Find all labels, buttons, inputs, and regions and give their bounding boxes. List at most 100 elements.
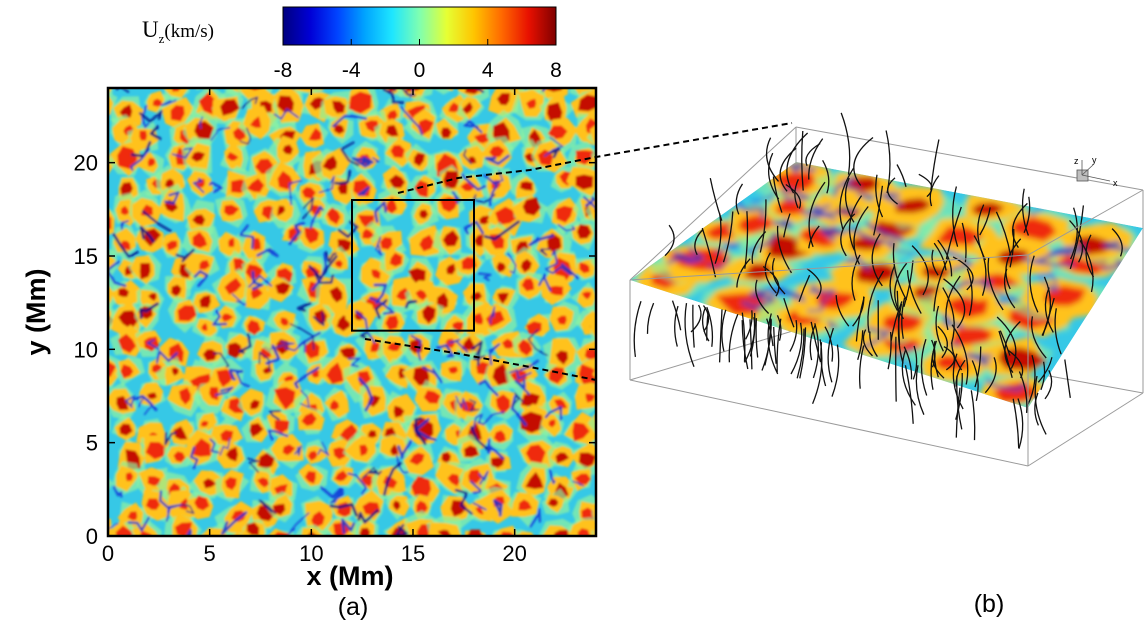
- streamline: [867, 270, 885, 333]
- streamline-below: [776, 315, 782, 341]
- streamline-below: [674, 305, 679, 347]
- streamline-below: [831, 344, 840, 397]
- streamline: [890, 301, 903, 341]
- panel-b-box-front: [629, 189, 1144, 467]
- streamline-below: [974, 346, 982, 388]
- streamline: [977, 204, 987, 261]
- streamline-below: [920, 338, 928, 396]
- streamline-below: [984, 357, 997, 394]
- streamline-below: [721, 309, 727, 352]
- streamline: [987, 257, 1004, 311]
- streamline: [848, 195, 863, 251]
- streamline-below: [1012, 398, 1020, 449]
- streamline: [765, 137, 779, 182]
- streamline-below: [706, 306, 714, 347]
- streamline: [999, 330, 1011, 356]
- streamline: [1069, 205, 1085, 270]
- streamline: [822, 159, 830, 194]
- streamline-below: [633, 300, 642, 357]
- streamline: [783, 213, 791, 238]
- streamline: [785, 183, 802, 209]
- colorbar-tick-label: -4: [342, 59, 361, 82]
- streamline: [1009, 228, 1015, 268]
- colorbar: Uz(km/s) -8 -4 0 4 8: [142, 6, 562, 82]
- x-tick-label: 15: [401, 541, 425, 566]
- streamline-below: [1017, 398, 1024, 449]
- streamline-below: [887, 331, 892, 370]
- colorbar-tick-label: 0: [414, 59, 426, 82]
- streamline: [805, 142, 821, 167]
- panel-a-label: (a): [338, 593, 369, 621]
- streamline-below: [811, 339, 823, 404]
- streamline: [896, 290, 901, 345]
- streamline: [931, 249, 939, 276]
- streamline-below: [728, 314, 739, 363]
- colorbar-title-unit: (km/s): [164, 21, 214, 42]
- streamline: [892, 243, 908, 301]
- streamline: [998, 330, 1013, 378]
- streamline: [911, 245, 929, 296]
- streamline: [1037, 357, 1053, 383]
- streamline: [901, 297, 906, 339]
- streamline: [973, 235, 987, 296]
- y-tick-label: 0: [86, 524, 98, 549]
- y-tick-label: 20: [74, 151, 98, 176]
- streamline: [918, 173, 933, 198]
- zoom-connectors: [364, 122, 793, 381]
- colorbar-ticks: -8 -4 0 4 8: [274, 39, 562, 82]
- streamline: [933, 257, 949, 312]
- streamline: [776, 225, 793, 274]
- streamline-below: [933, 341, 939, 378]
- streamline: [853, 136, 874, 186]
- streamline: [929, 175, 940, 207]
- panel-a-granulation-map: [108, 88, 596, 536]
- streamline: [952, 186, 959, 247]
- streamline: [1070, 207, 1078, 260]
- streamline-below: [755, 318, 759, 358]
- colorbar-tick-label: 4: [482, 59, 494, 82]
- streamline: [839, 167, 855, 230]
- streamline-below: [741, 320, 749, 370]
- streamline: [664, 224, 675, 257]
- streamline: [852, 296, 865, 327]
- panel-b-label: (b): [974, 590, 1005, 618]
- streamline-below: [824, 326, 834, 362]
- streamline: [945, 275, 961, 331]
- streamline: [764, 252, 777, 294]
- streamline-below: [869, 331, 878, 357]
- streamline-below: [692, 304, 695, 348]
- streamline-below: [767, 313, 779, 375]
- streamline: [844, 177, 855, 223]
- panel-a: 00 5 5 10 10 15 15 20 20 x (Mm) y (Mm) (a): [21, 86, 598, 621]
- streamline: [1054, 308, 1062, 355]
- streamline-below: [955, 372, 963, 420]
- streamline-below: [745, 310, 753, 340]
- connector-bottom: [364, 338, 597, 381]
- triad-y-label: y: [1092, 155, 1097, 165]
- colorbar-title: Uz(km/s): [142, 17, 214, 46]
- streamline-below: [857, 330, 864, 360]
- zoom-box: [351, 199, 475, 332]
- streamline: [875, 174, 884, 218]
- streamline-below: [904, 365, 914, 424]
- streamline: [1023, 196, 1031, 234]
- streamline: [943, 278, 966, 329]
- streamline-below: [1064, 359, 1071, 398]
- triad-z-label: z: [1074, 156, 1079, 166]
- streamline: [1085, 234, 1095, 278]
- streamline: [1069, 219, 1084, 263]
- panel-a-ticks: 00 5 5 10 10 15 15 20 20: [74, 88, 596, 566]
- streamline: [1004, 321, 1021, 373]
- streamline-below: [706, 311, 709, 341]
- streamline: [873, 185, 884, 236]
- panel-b-granulation-surface: [630, 162, 1143, 408]
- streamline-below: [789, 319, 798, 352]
- streamline: [933, 242, 947, 271]
- streamline-below: [1044, 370, 1053, 400]
- streamline-below: [930, 340, 938, 390]
- panel-a-frame: [106, 86, 598, 538]
- streamline: [966, 268, 973, 316]
- streamline: [896, 164, 907, 187]
- x-axis-label: x (Mm): [307, 561, 394, 591]
- streamline-below: [1018, 371, 1028, 413]
